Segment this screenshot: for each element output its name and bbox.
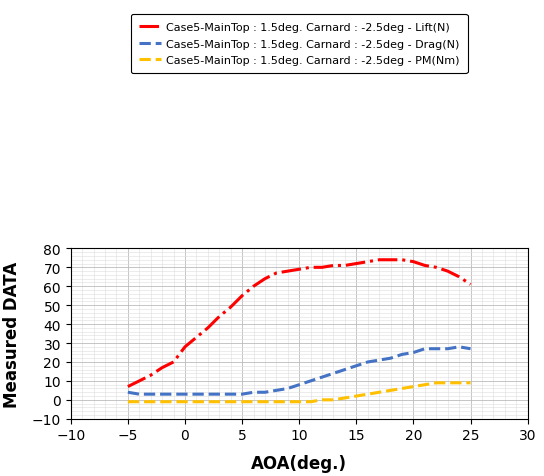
Case5-MainTop : 1.5deg. Carnard : -2.5deg - PM(Nm): (24, 9): 1.5deg. Carnard : -2.5deg - PM(Nm): (24,… <box>456 380 462 386</box>
Case5-MainTop : 1.5deg. Carnard : -2.5deg - Drag(N): (-5, 4): 1.5deg. Carnard : -2.5deg - Drag(N): (-5… <box>125 389 131 395</box>
Case5-MainTop : 1.5deg. Carnard : -2.5deg - Lift(N): (8, 67): 1.5deg. Carnard : -2.5deg - Lift(N): (8,… <box>273 270 280 276</box>
Case5-MainTop : 1.5deg. Carnard : -2.5deg - PM(Nm): (22, 9): 1.5deg. Carnard : -2.5deg - PM(Nm): (22,… <box>433 380 440 386</box>
Case5-MainTop : 1.5deg. Carnard : -2.5deg - Drag(N): (8, 5): 1.5deg. Carnard : -2.5deg - Drag(N): (8,… <box>273 387 280 393</box>
Case5-MainTop : 1.5deg. Carnard : -2.5deg - PM(Nm): (7, -1): 1.5deg. Carnard : -2.5deg - PM(Nm): (7, … <box>262 399 268 405</box>
X-axis label: AOA(deg.): AOA(deg.) <box>251 454 347 472</box>
Case5-MainTop : 1.5deg. Carnard : -2.5deg - Drag(N): (15, 18): 1.5deg. Carnard : -2.5deg - Drag(N): (15… <box>353 363 360 369</box>
Case5-MainTop : 1.5deg. Carnard : -2.5deg - Drag(N): (25, 27): 1.5deg. Carnard : -2.5deg - Drag(N): (25… <box>467 346 474 352</box>
Case5-MainTop : 1.5deg. Carnard : -2.5deg - Drag(N): (23, 27): 1.5deg. Carnard : -2.5deg - Drag(N): (23… <box>444 346 451 352</box>
Case5-MainTop : 1.5deg. Carnard : -2.5deg - Lift(N): (22, 70): 1.5deg. Carnard : -2.5deg - Lift(N): (22… <box>433 265 440 271</box>
Case5-MainTop : 1.5deg. Carnard : -2.5deg - Lift(N): (7, 64): 1.5deg. Carnard : -2.5deg - Lift(N): (7,… <box>262 276 268 282</box>
Case5-MainTop : 1.5deg. Carnard : -2.5deg - Lift(N): (6, 60): 1.5deg. Carnard : -2.5deg - Lift(N): (6,… <box>250 284 257 289</box>
Case5-MainTop : 1.5deg. Carnard : -2.5deg - Drag(N): (4, 3): 1.5deg. Carnard : -2.5deg - Drag(N): (4,… <box>227 391 234 397</box>
Case5-MainTop : 1.5deg. Carnard : -2.5deg - Lift(N): (12, 70): 1.5deg. Carnard : -2.5deg - Lift(N): (12… <box>319 265 325 271</box>
Case5-MainTop : 1.5deg. Carnard : -2.5deg - PM(Nm): (4, -1): 1.5deg. Carnard : -2.5deg - PM(Nm): (4, … <box>227 399 234 405</box>
Case5-MainTop : 1.5deg. Carnard : -2.5deg - Drag(N): (18, 22): 1.5deg. Carnard : -2.5deg - Drag(N): (18… <box>387 356 394 361</box>
Case5-MainTop : 1.5deg. Carnard : -2.5deg - PM(Nm): (-3, -1): 1.5deg. Carnard : -2.5deg - PM(Nm): (-3,… <box>147 399 154 405</box>
Case5-MainTop : 1.5deg. Carnard : -2.5deg - Drag(N): (2, 3): 1.5deg. Carnard : -2.5deg - Drag(N): (2,… <box>205 391 211 397</box>
Case5-MainTop : 1.5deg. Carnard : -2.5deg - Lift(N): (19, 74): 1.5deg. Carnard : -2.5deg - Lift(N): (19… <box>399 258 405 263</box>
Case5-MainTop : 1.5deg. Carnard : -2.5deg - Lift(N): (25, 61): 1.5deg. Carnard : -2.5deg - Lift(N): (25… <box>467 282 474 288</box>
Case5-MainTop : 1.5deg. Carnard : -2.5deg - PM(Nm): (8, -1): 1.5deg. Carnard : -2.5deg - PM(Nm): (8, … <box>273 399 280 405</box>
Case5-MainTop : 1.5deg. Carnard : -2.5deg - Lift(N): (10, 69): 1.5deg. Carnard : -2.5deg - Lift(N): (10… <box>296 267 302 273</box>
Case5-MainTop : 1.5deg. Carnard : -2.5deg - Lift(N): (13, 71): 1.5deg. Carnard : -2.5deg - Lift(N): (13… <box>330 263 337 269</box>
Case5-MainTop : 1.5deg. Carnard : -2.5deg - PM(Nm): (9, -1): 1.5deg. Carnard : -2.5deg - PM(Nm): (9, … <box>285 399 291 405</box>
Case5-MainTop : 1.5deg. Carnard : -2.5deg - PM(Nm): (16, 3): 1.5deg. Carnard : -2.5deg - PM(Nm): (16,… <box>364 391 371 397</box>
Case5-MainTop : 1.5deg. Carnard : -2.5deg - PM(Nm): (-1, -1): 1.5deg. Carnard : -2.5deg - PM(Nm): (-1,… <box>170 399 177 405</box>
Line: Case5-MainTop : 1.5deg. Carnard : -2.5deg - PM(Nm): Case5-MainTop : 1.5deg. Carnard : -2.5de… <box>128 383 471 402</box>
Case5-MainTop : 1.5deg. Carnard : -2.5deg - Lift(N): (21, 71): 1.5deg. Carnard : -2.5deg - Lift(N): (21… <box>422 263 428 269</box>
Case5-MainTop : 1.5deg. Carnard : -2.5deg - PM(Nm): (19, 6): 1.5deg. Carnard : -2.5deg - PM(Nm): (19,… <box>399 386 405 392</box>
Line: Case5-MainTop : 1.5deg. Carnard : -2.5deg - Drag(N): Case5-MainTop : 1.5deg. Carnard : -2.5de… <box>128 347 471 394</box>
Case5-MainTop : 1.5deg. Carnard : -2.5deg - Drag(N): (22, 27): 1.5deg. Carnard : -2.5deg - Drag(N): (22… <box>433 346 440 352</box>
Case5-MainTop : 1.5deg. Carnard : -2.5deg - Lift(N): (18, 74): 1.5deg. Carnard : -2.5deg - Lift(N): (18… <box>387 258 394 263</box>
Case5-MainTop : 1.5deg. Carnard : -2.5deg - Lift(N): (15, 72): 1.5deg. Carnard : -2.5deg - Lift(N): (15… <box>353 261 360 267</box>
Case5-MainTop : 1.5deg. Carnard : -2.5deg - Drag(N): (3, 3): 1.5deg. Carnard : -2.5deg - Drag(N): (3,… <box>216 391 222 397</box>
Case5-MainTop : 1.5deg. Carnard : -2.5deg - Drag(N): (0, 3): 1.5deg. Carnard : -2.5deg - Drag(N): (0,… <box>182 391 188 397</box>
Case5-MainTop : 1.5deg. Carnard : -2.5deg - Lift(N): (-2, 17): 1.5deg. Carnard : -2.5deg - Lift(N): (-2… <box>159 365 165 371</box>
Case5-MainTop : 1.5deg. Carnard : -2.5deg - Lift(N): (14, 71): 1.5deg. Carnard : -2.5deg - Lift(N): (14… <box>342 263 348 269</box>
Case5-MainTop : 1.5deg. Carnard : -2.5deg - Drag(N): (9, 6): 1.5deg. Carnard : -2.5deg - Drag(N): (9,… <box>285 386 291 392</box>
Case5-MainTop : 1.5deg. Carnard : -2.5deg - Drag(N): (6, 4): 1.5deg. Carnard : -2.5deg - Drag(N): (6,… <box>250 389 257 395</box>
Case5-MainTop : 1.5deg. Carnard : -2.5deg - PM(Nm): (10, -1): 1.5deg. Carnard : -2.5deg - PM(Nm): (10,… <box>296 399 302 405</box>
Case5-MainTop : 1.5deg. Carnard : -2.5deg - Lift(N): (17, 74): 1.5deg. Carnard : -2.5deg - Lift(N): (17… <box>376 258 382 263</box>
Case5-MainTop : 1.5deg. Carnard : -2.5deg - Drag(N): (-4, 3): 1.5deg. Carnard : -2.5deg - Drag(N): (-4… <box>136 391 143 397</box>
Case5-MainTop : 1.5deg. Carnard : -2.5deg - PM(Nm): (13, 0): 1.5deg. Carnard : -2.5deg - PM(Nm): (13,… <box>330 397 337 403</box>
Case5-MainTop : 1.5deg. Carnard : -2.5deg - Drag(N): (20, 25): 1.5deg. Carnard : -2.5deg - Drag(N): (20… <box>410 350 417 356</box>
Case5-MainTop : 1.5deg. Carnard : -2.5deg - PM(Nm): (0, -1): 1.5deg. Carnard : -2.5deg - PM(Nm): (0, … <box>182 399 188 405</box>
Case5-MainTop : 1.5deg. Carnard : -2.5deg - Drag(N): (16, 20): 1.5deg. Carnard : -2.5deg - Drag(N): (16… <box>364 359 371 365</box>
Case5-MainTop : 1.5deg. Carnard : -2.5deg - PM(Nm): (3, -1): 1.5deg. Carnard : -2.5deg - PM(Nm): (3, … <box>216 399 222 405</box>
Case5-MainTop : 1.5deg. Carnard : -2.5deg - Drag(N): (12, 12): 1.5deg. Carnard : -2.5deg - Drag(N): (12… <box>319 375 325 380</box>
Case5-MainTop : 1.5deg. Carnard : -2.5deg - Lift(N): (2, 38): 1.5deg. Carnard : -2.5deg - Lift(N): (2,… <box>205 326 211 331</box>
Case5-MainTop : 1.5deg. Carnard : -2.5deg - Lift(N): (11, 70): 1.5deg. Carnard : -2.5deg - Lift(N): (11… <box>307 265 314 271</box>
Case5-MainTop : 1.5deg. Carnard : -2.5deg - Drag(N): (24, 28): 1.5deg. Carnard : -2.5deg - Drag(N): (24… <box>456 344 462 350</box>
Y-axis label: Measured DATA: Measured DATA <box>3 261 21 407</box>
Case5-MainTop : 1.5deg. Carnard : -2.5deg - PM(Nm): (20, 7): 1.5deg. Carnard : -2.5deg - PM(Nm): (20,… <box>410 384 417 390</box>
Case5-MainTop : 1.5deg. Carnard : -2.5deg - Drag(N): (1, 3): 1.5deg. Carnard : -2.5deg - Drag(N): (1,… <box>193 391 200 397</box>
Case5-MainTop : 1.5deg. Carnard : -2.5deg - PM(Nm): (17, 4): 1.5deg. Carnard : -2.5deg - PM(Nm): (17,… <box>376 389 382 395</box>
Case5-MainTop : 1.5deg. Carnard : -2.5deg - Lift(N): (23, 68): 1.5deg. Carnard : -2.5deg - Lift(N): (23… <box>444 268 451 274</box>
Case5-MainTop : 1.5deg. Carnard : -2.5deg - PM(Nm): (15, 2): 1.5deg. Carnard : -2.5deg - PM(Nm): (15,… <box>353 393 360 399</box>
Case5-MainTop : 1.5deg. Carnard : -2.5deg - PM(Nm): (23, 9): 1.5deg. Carnard : -2.5deg - PM(Nm): (23,… <box>444 380 451 386</box>
Case5-MainTop : 1.5deg. Carnard : -2.5deg - Lift(N): (-3, 13): 1.5deg. Carnard : -2.5deg - Lift(N): (-3… <box>147 373 154 378</box>
Case5-MainTop : 1.5deg. Carnard : -2.5deg - Lift(N): (4, 49): 1.5deg. Carnard : -2.5deg - Lift(N): (4,… <box>227 305 234 310</box>
Case5-MainTop : 1.5deg. Carnard : -2.5deg - Lift(N): (0, 28): 1.5deg. Carnard : -2.5deg - Lift(N): (0,… <box>182 344 188 350</box>
Case5-MainTop : 1.5deg. Carnard : -2.5deg - Lift(N): (24, 65): 1.5deg. Carnard : -2.5deg - Lift(N): (24… <box>456 274 462 280</box>
Case5-MainTop : 1.5deg. Carnard : -2.5deg - PM(Nm): (21, 8): 1.5deg. Carnard : -2.5deg - PM(Nm): (21,… <box>422 382 428 388</box>
Case5-MainTop : 1.5deg. Carnard : -2.5deg - Drag(N): (5, 3): 1.5deg. Carnard : -2.5deg - Drag(N): (5,… <box>239 391 245 397</box>
Case5-MainTop : 1.5deg. Carnard : -2.5deg - Drag(N): (17, 21): 1.5deg. Carnard : -2.5deg - Drag(N): (17… <box>376 357 382 363</box>
Case5-MainTop : 1.5deg. Carnard : -2.5deg - Drag(N): (-1, 3): 1.5deg. Carnard : -2.5deg - Drag(N): (-1… <box>170 391 177 397</box>
Case5-MainTop : 1.5deg. Carnard : -2.5deg - Lift(N): (3, 44): 1.5deg. Carnard : -2.5deg - Lift(N): (3,… <box>216 314 222 320</box>
Case5-MainTop : 1.5deg. Carnard : -2.5deg - Drag(N): (-3, 3): 1.5deg. Carnard : -2.5deg - Drag(N): (-3… <box>147 391 154 397</box>
Case5-MainTop : 1.5deg. Carnard : -2.5deg - PM(Nm): (5, -1): 1.5deg. Carnard : -2.5deg - PM(Nm): (5, … <box>239 399 245 405</box>
Case5-MainTop : 1.5deg. Carnard : -2.5deg - Drag(N): (13, 14): 1.5deg. Carnard : -2.5deg - Drag(N): (13… <box>330 371 337 377</box>
Line: Case5-MainTop : 1.5deg. Carnard : -2.5deg - Lift(N): Case5-MainTop : 1.5deg. Carnard : -2.5de… <box>128 260 471 387</box>
Case5-MainTop : 1.5deg. Carnard : -2.5deg - PM(Nm): (-5, -1): 1.5deg. Carnard : -2.5deg - PM(Nm): (-5,… <box>125 399 131 405</box>
Case5-MainTop : 1.5deg. Carnard : -2.5deg - PM(Nm): (14, 1): 1.5deg. Carnard : -2.5deg - PM(Nm): (14,… <box>342 395 348 401</box>
Case5-MainTop : 1.5deg. Carnard : -2.5deg - PM(Nm): (1, -1): 1.5deg. Carnard : -2.5deg - PM(Nm): (1, … <box>193 399 200 405</box>
Legend: Case5-MainTop : 1.5deg. Carnard : -2.5deg - Lift(N), Case5-MainTop : 1.5deg. Car: Case5-MainTop : 1.5deg. Carnard : -2.5de… <box>131 15 468 74</box>
Case5-MainTop : 1.5deg. Carnard : -2.5deg - Drag(N): (11, 10): 1.5deg. Carnard : -2.5deg - Drag(N): (11… <box>307 378 314 384</box>
Case5-MainTop : 1.5deg. Carnard : -2.5deg - PM(Nm): (-2, -1): 1.5deg. Carnard : -2.5deg - PM(Nm): (-2,… <box>159 399 165 405</box>
Case5-MainTop : 1.5deg. Carnard : -2.5deg - Lift(N): (-4, 10): 1.5deg. Carnard : -2.5deg - Lift(N): (-4… <box>136 378 143 384</box>
Case5-MainTop : 1.5deg. Carnard : -2.5deg - Drag(N): (21, 27): 1.5deg. Carnard : -2.5deg - Drag(N): (21… <box>422 346 428 352</box>
Case5-MainTop : 1.5deg. Carnard : -2.5deg - PM(Nm): (18, 5): 1.5deg. Carnard : -2.5deg - PM(Nm): (18,… <box>387 387 394 393</box>
Case5-MainTop : 1.5deg. Carnard : -2.5deg - Drag(N): (10, 8): 1.5deg. Carnard : -2.5deg - Drag(N): (10… <box>296 382 302 388</box>
Case5-MainTop : 1.5deg. Carnard : -2.5deg - PM(Nm): (6, -1): 1.5deg. Carnard : -2.5deg - PM(Nm): (6, … <box>250 399 257 405</box>
Case5-MainTop : 1.5deg. Carnard : -2.5deg - PM(Nm): (2, -1): 1.5deg. Carnard : -2.5deg - PM(Nm): (2, … <box>205 399 211 405</box>
Case5-MainTop : 1.5deg. Carnard : -2.5deg - Lift(N): (5, 55): 1.5deg. Carnard : -2.5deg - Lift(N): (5,… <box>239 293 245 299</box>
Case5-MainTop : 1.5deg. Carnard : -2.5deg - Lift(N): (1, 33): 1.5deg. Carnard : -2.5deg - Lift(N): (1,… <box>193 335 200 340</box>
Case5-MainTop : 1.5deg. Carnard : -2.5deg - PM(Nm): (12, 0): 1.5deg. Carnard : -2.5deg - PM(Nm): (12,… <box>319 397 325 403</box>
Case5-MainTop : 1.5deg. Carnard : -2.5deg - Lift(N): (16, 73): 1.5deg. Carnard : -2.5deg - Lift(N): (16… <box>364 259 371 265</box>
Case5-MainTop : 1.5deg. Carnard : -2.5deg - Lift(N): (-5, 7): 1.5deg. Carnard : -2.5deg - Lift(N): (-5… <box>125 384 131 390</box>
Case5-MainTop : 1.5deg. Carnard : -2.5deg - PM(Nm): (11, -1): 1.5deg. Carnard : -2.5deg - PM(Nm): (11,… <box>307 399 314 405</box>
Case5-MainTop : 1.5deg. Carnard : -2.5deg - Drag(N): (7, 4): 1.5deg. Carnard : -2.5deg - Drag(N): (7,… <box>262 389 268 395</box>
Case5-MainTop : 1.5deg. Carnard : -2.5deg - Lift(N): (20, 73): 1.5deg. Carnard : -2.5deg - Lift(N): (20… <box>410 259 417 265</box>
Case5-MainTop : 1.5deg. Carnard : -2.5deg - PM(Nm): (-4, -1): 1.5deg. Carnard : -2.5deg - PM(Nm): (-4,… <box>136 399 143 405</box>
Case5-MainTop : 1.5deg. Carnard : -2.5deg - Drag(N): (19, 24): 1.5deg. Carnard : -2.5deg - Drag(N): (19… <box>399 352 405 357</box>
Case5-MainTop : 1.5deg. Carnard : -2.5deg - PM(Nm): (25, 9): 1.5deg. Carnard : -2.5deg - PM(Nm): (25,… <box>467 380 474 386</box>
Case5-MainTop : 1.5deg. Carnard : -2.5deg - Lift(N): (9, 68): 1.5deg. Carnard : -2.5deg - Lift(N): (9,… <box>285 268 291 274</box>
Case5-MainTop : 1.5deg. Carnard : -2.5deg - Drag(N): (14, 16): 1.5deg. Carnard : -2.5deg - Drag(N): (14… <box>342 367 348 373</box>
Case5-MainTop : 1.5deg. Carnard : -2.5deg - Drag(N): (-2, 3): 1.5deg. Carnard : -2.5deg - Drag(N): (-2… <box>159 391 165 397</box>
Case5-MainTop : 1.5deg. Carnard : -2.5deg - Lift(N): (-1, 20): 1.5deg. Carnard : -2.5deg - Lift(N): (-1… <box>170 359 177 365</box>
